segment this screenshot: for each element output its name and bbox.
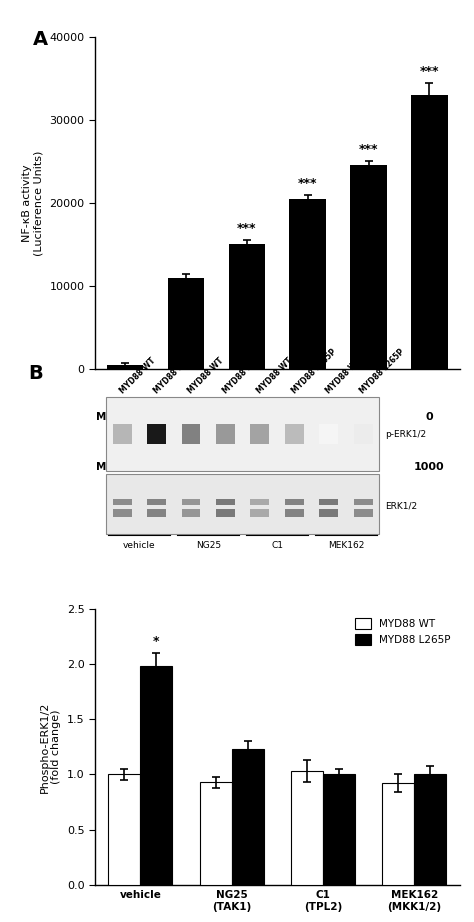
Bar	[182, 424, 201, 444]
Bar	[319, 499, 338, 505]
Bar	[354, 424, 373, 444]
Bar	[290, 199, 326, 369]
Text: MYD88 L265P (ng): MYD88 L265P (ng)	[96, 462, 204, 472]
Bar	[140, 666, 173, 885]
Bar	[354, 499, 373, 505]
Bar	[107, 365, 144, 369]
Text: 250: 250	[236, 462, 258, 472]
Text: p-ERK1/2: p-ERK1/2	[385, 430, 426, 439]
Bar	[285, 424, 304, 444]
Text: MYD88 L265P: MYD88 L265P	[290, 348, 338, 396]
Text: MYD88 WT: MYD88 WT	[186, 356, 226, 396]
Bar	[291, 771, 323, 885]
Text: *: *	[153, 635, 160, 648]
Bar	[323, 774, 355, 885]
Text: MYD88 WT: MYD88 WT	[255, 356, 295, 396]
Bar	[319, 424, 338, 444]
Text: NG25: NG25	[196, 541, 221, 550]
Bar	[106, 397, 380, 471]
Bar	[200, 782, 232, 885]
Bar	[216, 510, 235, 517]
Bar	[113, 424, 132, 444]
Bar	[232, 749, 264, 885]
Text: ***: ***	[359, 144, 378, 157]
Bar	[250, 499, 269, 505]
Text: 750: 750	[236, 412, 258, 422]
Bar	[250, 510, 269, 517]
Text: ERK1/2: ERK1/2	[385, 502, 417, 511]
Text: 250: 250	[357, 412, 380, 422]
Bar	[411, 95, 447, 369]
Text: 1000: 1000	[171, 412, 201, 422]
Text: ***: ***	[419, 65, 439, 77]
Text: MYD88 L265P: MYD88 L265P	[152, 348, 200, 396]
Text: vehicle: vehicle	[123, 541, 155, 550]
Bar	[285, 510, 304, 517]
Bar	[216, 424, 235, 444]
Bar	[250, 424, 269, 444]
Bar	[285, 499, 304, 505]
Bar	[147, 424, 166, 444]
Y-axis label: NF-κB activity
(Luciference Units): NF-κB activity (Luciference Units)	[22, 150, 44, 255]
Bar	[147, 499, 166, 505]
Bar	[350, 166, 387, 369]
Text: MYD88 WT: MYD88 WT	[118, 356, 157, 396]
Text: B: B	[28, 364, 43, 384]
Text: A: A	[33, 30, 48, 49]
Bar	[319, 510, 338, 517]
Text: MYD88 L265P: MYD88 L265P	[221, 348, 269, 396]
Text: MYD88 WT (ng): MYD88 WT (ng)	[96, 412, 187, 422]
Text: 500: 500	[296, 462, 319, 472]
Text: 0: 0	[121, 462, 129, 472]
Text: MYD88 L265P: MYD88 L265P	[358, 348, 407, 396]
Text: MEK162: MEK162	[328, 541, 364, 550]
Bar	[382, 784, 414, 885]
Bar	[109, 774, 140, 885]
Bar	[182, 510, 201, 517]
Text: ***: ***	[237, 222, 256, 235]
Bar	[147, 510, 166, 517]
Bar	[228, 244, 265, 369]
Text: 0: 0	[182, 462, 190, 472]
Bar	[113, 510, 132, 517]
Bar	[106, 474, 380, 534]
Text: 0: 0	[121, 412, 129, 422]
Bar	[168, 278, 204, 369]
Text: ***: ***	[298, 177, 318, 191]
Text: C1: C1	[271, 541, 283, 550]
Bar	[414, 774, 446, 885]
Text: 750: 750	[357, 462, 380, 472]
Text: 500: 500	[296, 412, 319, 422]
Bar	[113, 499, 132, 505]
Text: MYD88 WT: MYD88 WT	[324, 356, 364, 396]
Bar	[216, 499, 235, 505]
Text: 0: 0	[426, 412, 433, 422]
Text: 1000: 1000	[414, 462, 445, 472]
Y-axis label: Phospho-ERK1/2
(fold change): Phospho-ERK1/2 (fold change)	[39, 701, 61, 793]
Bar	[354, 510, 373, 517]
Legend: MYD88 WT, MYD88 L265P: MYD88 WT, MYD88 L265P	[351, 614, 455, 649]
Bar	[182, 499, 201, 505]
